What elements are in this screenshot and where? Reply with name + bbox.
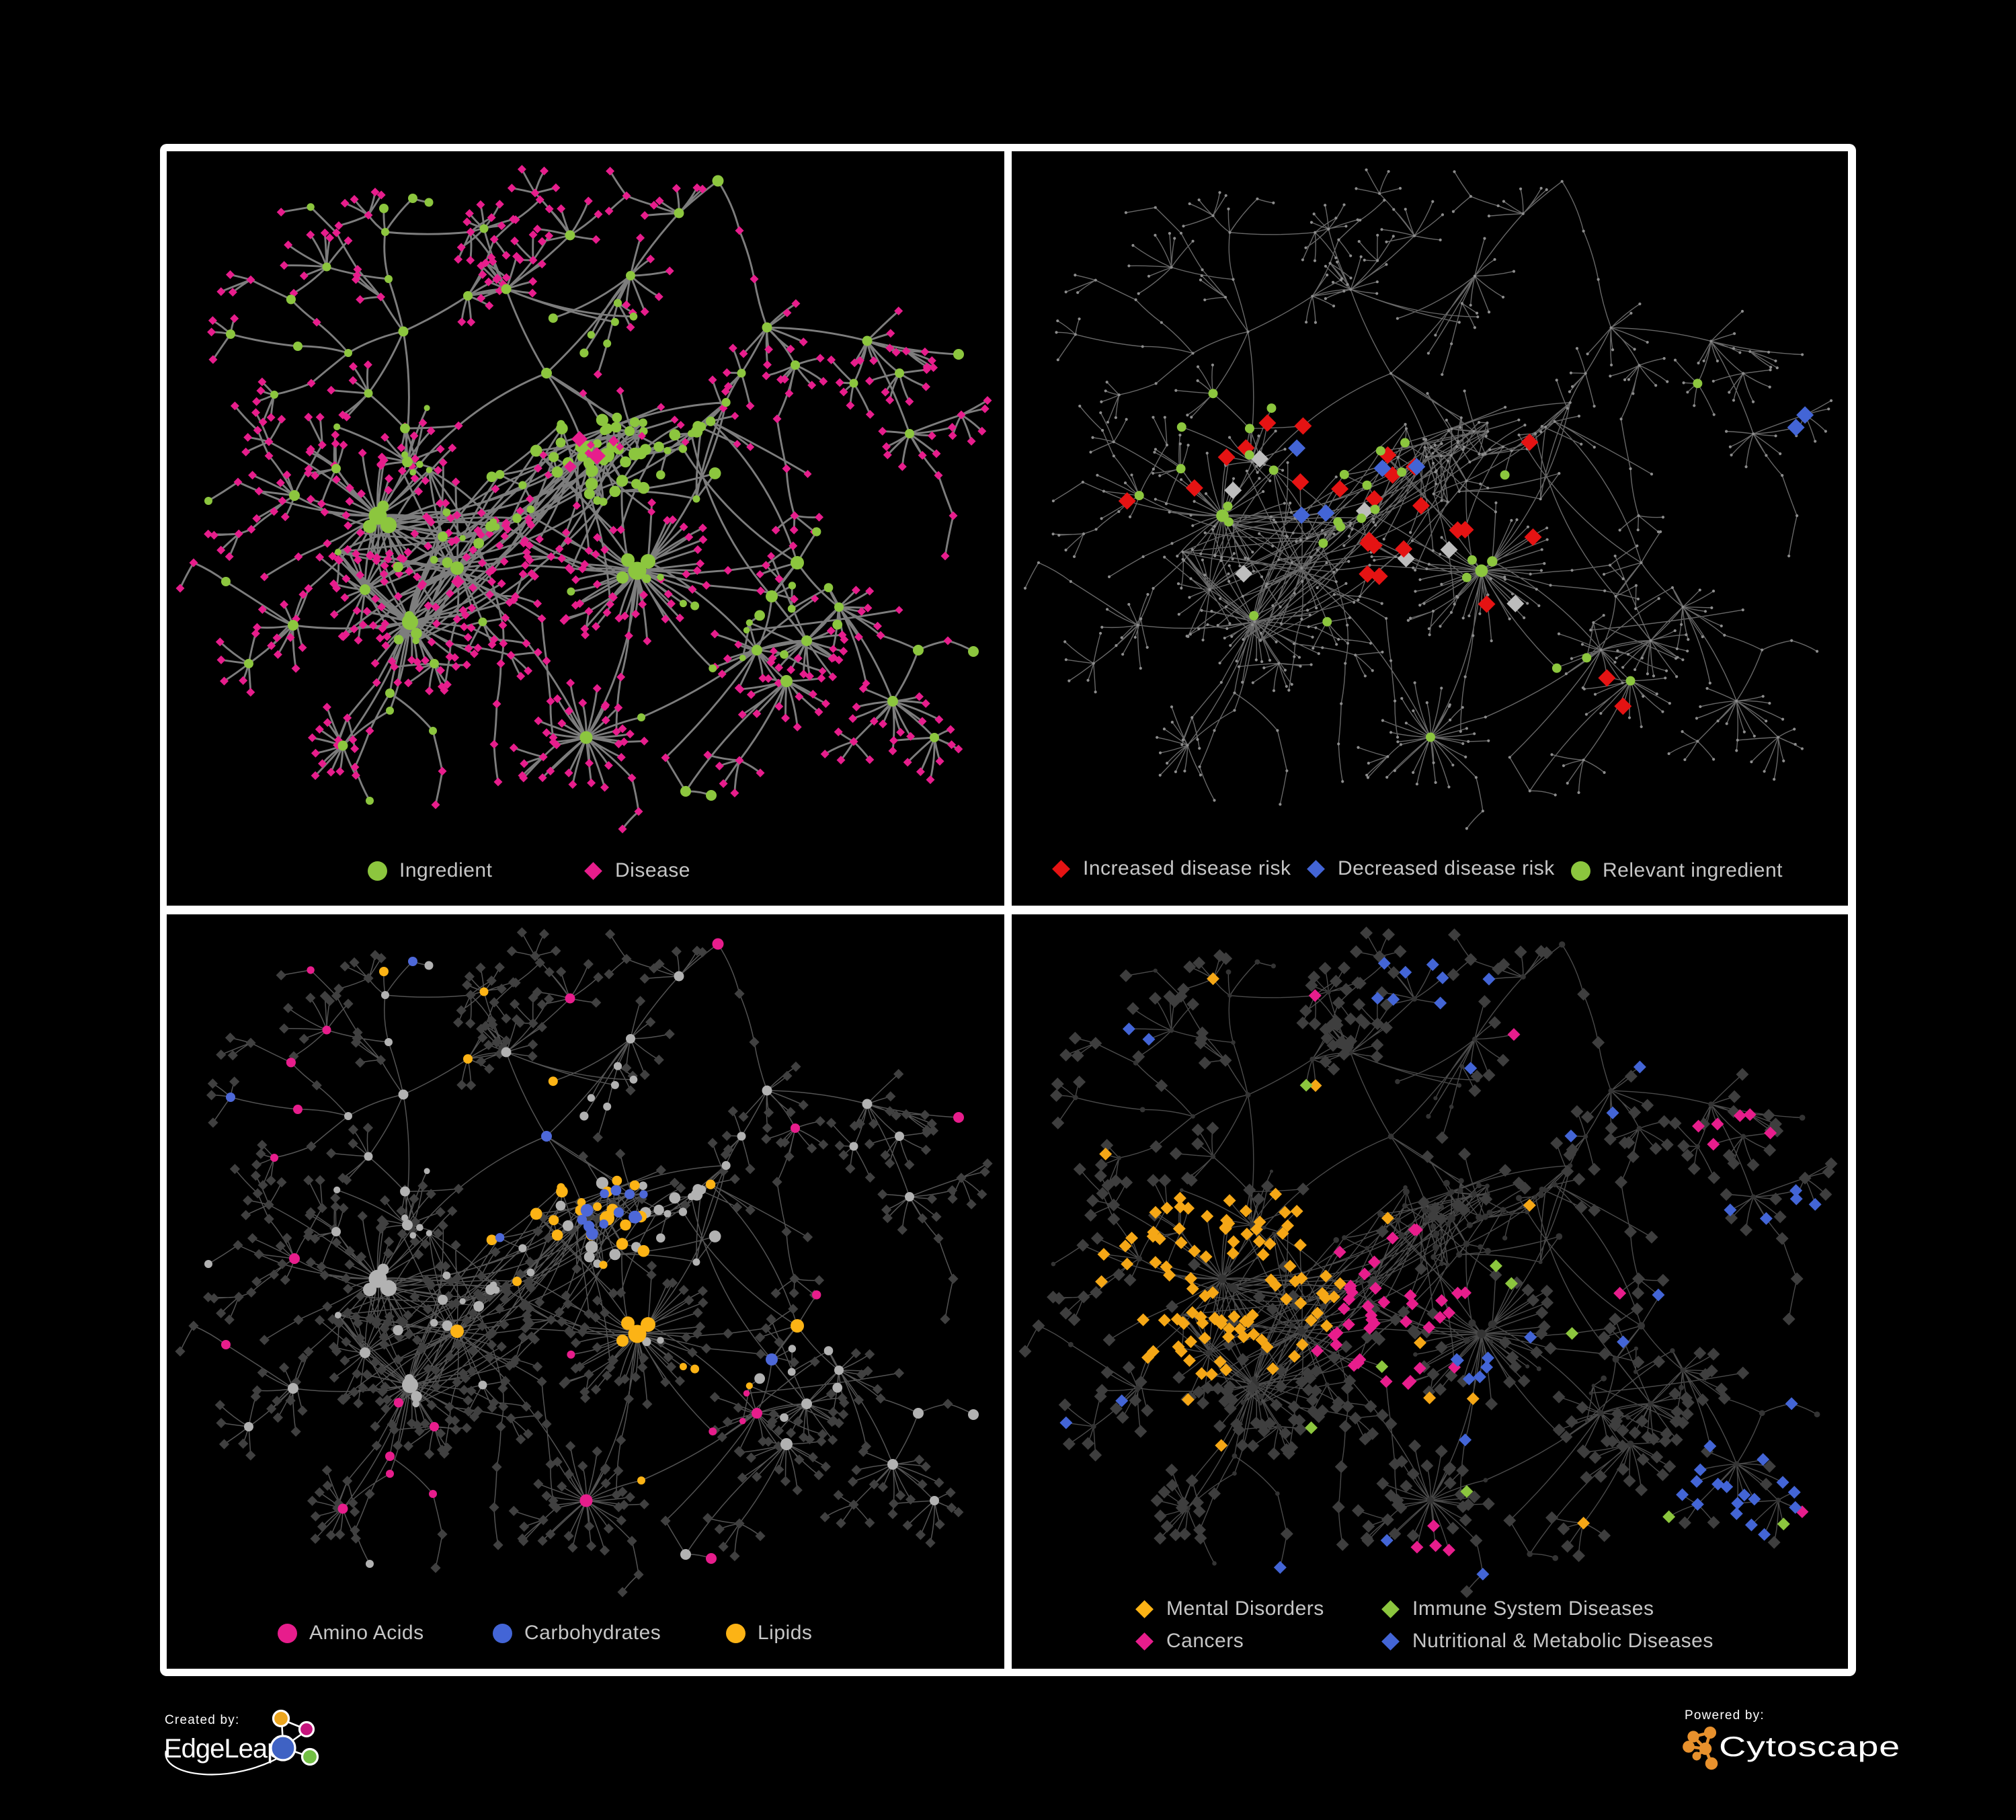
svg-text:Cytoscape: Cytoscape bbox=[1719, 1731, 1900, 1763]
svg-text:EdgeLeap: EdgeLeap bbox=[164, 1734, 281, 1764]
